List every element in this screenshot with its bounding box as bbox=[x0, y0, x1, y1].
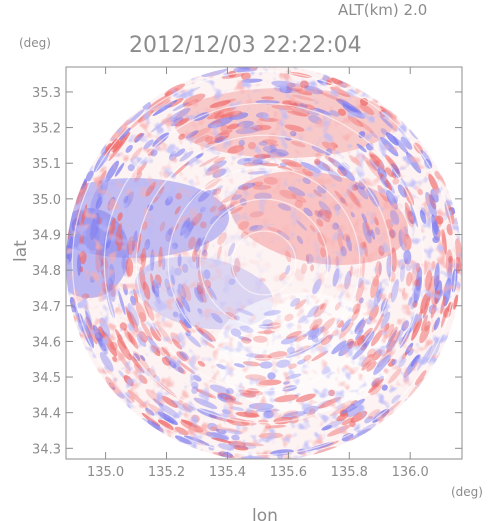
range-ring bbox=[71, 70, 457, 456]
y-unit-label: (deg) bbox=[19, 36, 51, 50]
y-tick-label: 34.7 bbox=[32, 300, 61, 315]
y-tick-label: 34.9 bbox=[32, 228, 61, 243]
y-axis-label: lat bbox=[11, 240, 31, 262]
range-ring bbox=[199, 198, 329, 328]
radar-echo-field bbox=[66, 67, 462, 459]
y-tick-label: 34.6 bbox=[32, 335, 61, 350]
y-tick-label: 35.0 bbox=[32, 193, 61, 208]
range-ring bbox=[135, 134, 393, 392]
y-tick-label: 34.8 bbox=[32, 264, 61, 279]
y-tick-label: 34.5 bbox=[32, 371, 61, 386]
y-tick-label: 34.4 bbox=[32, 407, 61, 422]
y-axis: 34.3 34.4 34.5 34.6 34.7 34.8 34.9 35.0 35.1 35.2… bbox=[32, 86, 462, 457]
altitude-label: ALT(km) 2.0 bbox=[338, 1, 427, 19]
x-tick-label: 136.0 bbox=[392, 465, 429, 480]
x-tick-label: 135.6 bbox=[270, 465, 307, 480]
y-tick-label: 35.1 bbox=[32, 157, 61, 172]
plot-frame bbox=[65, 66, 463, 460]
x-axis-label: lon bbox=[252, 506, 278, 521]
x-unit-label: (deg) bbox=[451, 485, 483, 499]
x-axis: 135.0 135.2 135.4 135.6 135.8 136.0 bbox=[87, 67, 429, 480]
x-tick-label: 135.8 bbox=[331, 465, 368, 480]
x-tick-label: 135.4 bbox=[209, 465, 246, 480]
range-ring bbox=[167, 166, 361, 360]
timestamp-title: 2012/12/03 22:22:04 bbox=[129, 33, 362, 58]
range-ring bbox=[231, 230, 297, 296]
y-tick-label: 35.3 bbox=[32, 86, 61, 101]
x-tick-label: 135.0 bbox=[87, 465, 124, 480]
range-ring bbox=[103, 102, 425, 424]
y-tick-label: 35.2 bbox=[32, 122, 61, 137]
y-tick-label: 34.3 bbox=[32, 442, 61, 457]
x-tick-label: 135.2 bbox=[148, 465, 185, 480]
